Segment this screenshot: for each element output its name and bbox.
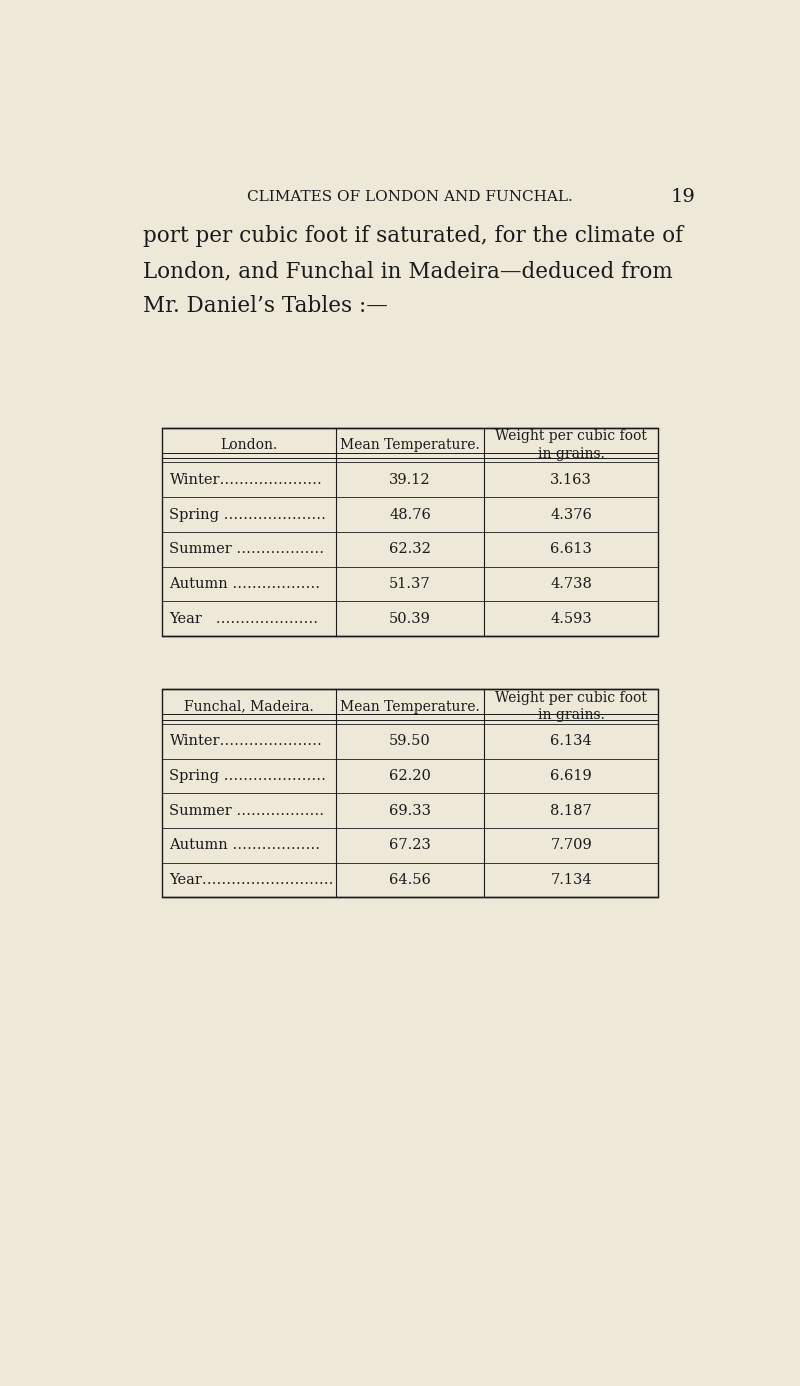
Text: 51.37: 51.37 [389, 577, 431, 590]
Text: Funchal, Madeira.: Funchal, Madeira. [184, 700, 314, 714]
Text: Autumn ………………: Autumn ……………… [170, 839, 321, 852]
Text: Summer ………………: Summer ……………… [170, 542, 325, 556]
Text: Spring …………………: Spring ………………… [170, 769, 326, 783]
Bar [162, 428, 658, 636]
Text: 7.709: 7.709 [550, 839, 592, 852]
Text: port per cubic foot if saturated, for the climate of: port per cubic foot if saturated, for th… [143, 225, 683, 247]
Text: Spring …………………: Spring ………………… [170, 507, 326, 521]
Text: 50.39: 50.39 [389, 611, 431, 625]
Text: Weight per cubic foot
in grains.: Weight per cubic foot in grains. [495, 692, 647, 722]
Text: CLIMATES OF LONDON AND FUNCHAL.: CLIMATES OF LONDON AND FUNCHAL. [247, 190, 573, 204]
Text: 4.738: 4.738 [550, 577, 592, 590]
Text: 6.613: 6.613 [550, 542, 592, 556]
Text: Winter…………………: Winter………………… [170, 473, 322, 486]
Text: Weight per cubic foot
in grains.: Weight per cubic foot in grains. [495, 430, 647, 460]
Text: Mr. Daniel’s Tables :—: Mr. Daniel’s Tables :— [143, 295, 388, 317]
Text: 62.20: 62.20 [389, 769, 431, 783]
Text: 8.187: 8.187 [550, 804, 592, 818]
Text: London.: London. [220, 438, 278, 452]
Text: Autumn ………………: Autumn ……………… [170, 577, 321, 590]
Text: 7.134: 7.134 [550, 873, 592, 887]
Text: 4.593: 4.593 [550, 611, 592, 625]
Text: Year………………………: Year……………………… [170, 873, 334, 887]
Text: 69.33: 69.33 [389, 804, 431, 818]
Text: 4.376: 4.376 [550, 507, 592, 521]
Text: 6.619: 6.619 [550, 769, 592, 783]
Text: Year   …………………: Year ………………… [170, 611, 318, 625]
Text: Winter…………………: Winter………………… [170, 735, 322, 748]
Text: London, and Funchal in Madeira—deduced from: London, and Funchal in Madeira—deduced f… [143, 261, 673, 283]
Text: Mean Temperature.: Mean Temperature. [340, 700, 480, 714]
Text: 48.76: 48.76 [389, 507, 431, 521]
Text: 67.23: 67.23 [389, 839, 431, 852]
Text: 6.134: 6.134 [550, 735, 592, 748]
Text: Summer ………………: Summer ……………… [170, 804, 325, 818]
Bar [162, 689, 658, 897]
Text: 39.12: 39.12 [389, 473, 431, 486]
Text: 62.32: 62.32 [389, 542, 431, 556]
Text: 59.50: 59.50 [389, 735, 431, 748]
Text: 64.56: 64.56 [389, 873, 431, 887]
Text: 3.163: 3.163 [550, 473, 592, 486]
Text: 19: 19 [670, 187, 695, 205]
Text: Mean Temperature.: Mean Temperature. [340, 438, 480, 452]
